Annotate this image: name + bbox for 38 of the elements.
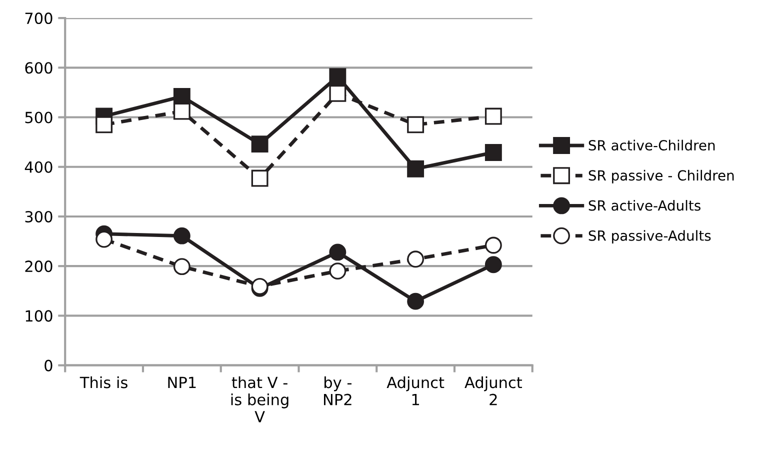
point bbox=[173, 258, 190, 276]
y-tick-label: 400 bbox=[24, 161, 52, 173]
point bbox=[96, 230, 113, 248]
y-tick-label: 600 bbox=[25, 62, 52, 74]
point bbox=[484, 144, 502, 161]
point bbox=[407, 250, 424, 268]
point bbox=[484, 108, 502, 125]
x-tick-label: This is bbox=[80, 376, 128, 388]
y-tick-label: 0 bbox=[44, 360, 52, 372]
y-tick-label: 700 bbox=[25, 12, 52, 24]
y-tick-label: 300 bbox=[25, 210, 52, 222]
point bbox=[329, 84, 346, 102]
x-tick-label: Adjunct 1 bbox=[386, 376, 444, 406]
x-tick-label: Adjunct 2 bbox=[464, 376, 522, 406]
point bbox=[484, 256, 502, 274]
legend-label: SR active-Adults bbox=[588, 200, 700, 211]
y-tick-label: 100 bbox=[26, 310, 52, 322]
point bbox=[173, 102, 190, 120]
point bbox=[407, 116, 424, 134]
point bbox=[407, 292, 424, 310]
x-tick-label: by - NP2 bbox=[324, 376, 352, 406]
point bbox=[329, 262, 346, 280]
point bbox=[484, 236, 502, 254]
legend-label: SR passive - Children bbox=[588, 170, 734, 184]
y-tick-label: 200 bbox=[25, 260, 52, 272]
legend-label: SR passive-Adults bbox=[588, 230, 711, 244]
point bbox=[251, 170, 268, 187]
point bbox=[329, 244, 346, 261]
x-tick-label: NP1 bbox=[168, 376, 196, 388]
point bbox=[96, 116, 113, 134]
point bbox=[329, 68, 346, 86]
x-tick-label: that V - is being V bbox=[231, 376, 288, 422]
point bbox=[251, 136, 268, 153]
legend-label: SR active-Children bbox=[588, 140, 715, 151]
point bbox=[173, 88, 190, 105]
y-tick-label: 500 bbox=[25, 112, 52, 124]
point bbox=[407, 160, 424, 178]
point bbox=[173, 227, 190, 244]
